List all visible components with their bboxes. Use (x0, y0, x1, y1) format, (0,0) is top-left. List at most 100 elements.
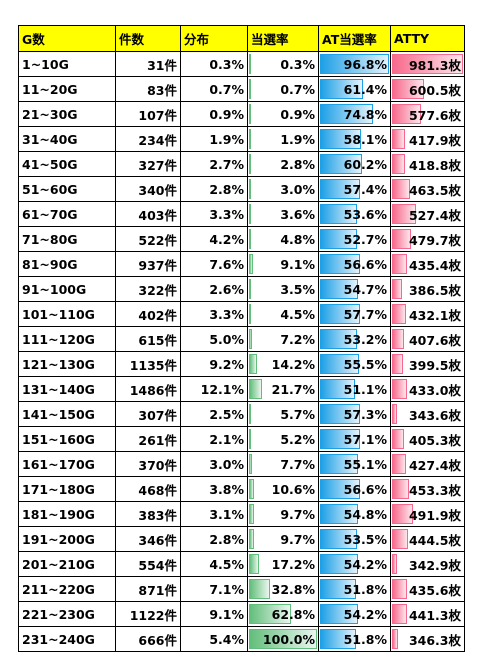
cell-text: 74.8% (343, 106, 387, 122)
cell: 491.9枚 (390, 501, 465, 527)
data-bar (320, 254, 360, 274)
cell-text: 386.5枚 (408, 282, 461, 298)
cell: 2.8% (247, 151, 319, 177)
data-bar (392, 454, 406, 474)
cell: 3.1% (180, 501, 248, 527)
data-bar (392, 254, 407, 274)
cell-text: 55.5% (343, 356, 387, 372)
data-row: 121~130G 1135件 9.2% 14.2% 55.5% 399.5枚 (18, 351, 465, 377)
cell-text: 600.5枚 (408, 82, 461, 98)
data-row: 111~120G 615件 5.0% 7.2% 53.2% 407.6枚 (18, 326, 465, 352)
data-bar (249, 354, 257, 374)
data-bar (320, 104, 373, 124)
data-bar (392, 204, 417, 224)
cell: 201~210G (18, 551, 116, 577)
cell-text: 62.8% (271, 606, 315, 622)
cell-text: 21.7% (271, 381, 315, 397)
cell-text: 51.1% (343, 381, 387, 397)
cell: 2.5% (180, 401, 248, 427)
data-bar (320, 554, 358, 574)
cell: 53.5% (318, 526, 391, 552)
data-bar (320, 629, 356, 649)
cell: 2.6% (180, 276, 248, 302)
cell: 191~200G (18, 526, 116, 552)
cell: 9.2% (180, 351, 248, 377)
cell-text: 491.9枚 (408, 507, 461, 523)
data-row: 51~60G 340件 2.8% 3.0% 57.4% 463.5枚 (18, 176, 465, 202)
data-row: 31~40G 234件 1.9% 1.9% 58.1% 417.9枚 (18, 126, 465, 152)
cell-text: 342.9枚 (408, 557, 461, 573)
cell: 9.1% (247, 251, 319, 277)
data-row: 171~180G 468件 3.8% 10.6% 56.6% 453.3枚 (18, 476, 465, 502)
cell: 81~90G (18, 251, 116, 277)
cell-text: 52.7% (343, 231, 387, 247)
data-bar (392, 304, 407, 324)
cell-text: 417.9枚 (408, 132, 461, 148)
cell-text: 53.2% (343, 331, 387, 347)
cell: 527.4枚 (390, 201, 465, 227)
cell: 62.8% (247, 601, 319, 627)
header-cell: 分布 (180, 25, 248, 52)
data-bar (249, 379, 263, 399)
data-bar (320, 504, 359, 524)
cell: 7.1% (180, 576, 248, 602)
cell: 14.2% (247, 351, 319, 377)
cell: 322件 (115, 276, 181, 302)
cell: 343.6枚 (390, 401, 465, 427)
cell: 554件 (115, 551, 181, 577)
data-bar (392, 329, 404, 349)
data-row: 71~80G 522件 4.2% 4.8% 52.7% 479.7枚 (18, 226, 465, 252)
data-bar (249, 279, 251, 299)
cell: 937件 (115, 251, 181, 277)
cell: 53.6% (318, 201, 391, 227)
data-bar (249, 104, 251, 124)
cell: 41~50G (18, 151, 116, 177)
cell-text: 418.8枚 (408, 157, 461, 173)
cell: 1486件 (115, 376, 181, 402)
data-bar (320, 529, 358, 549)
cell-text: 9.7% (280, 531, 315, 547)
data-bar (320, 579, 356, 599)
cell: 3.3% (180, 301, 248, 327)
cell: 417.9枚 (390, 126, 465, 152)
cell: 666件 (115, 626, 181, 652)
data-bar (392, 179, 410, 199)
data-row: 181~190G 383件 3.1% 9.7% 54.8% 491.9枚 (18, 501, 465, 527)
cell: 342.9枚 (390, 551, 465, 577)
header-row: G数 件数 分布 当選率 AT当選率 ATTY (18, 25, 465, 52)
cell: 1~10G (18, 51, 116, 77)
cell: 56.6% (318, 251, 391, 277)
cell: 231~240G (18, 626, 116, 652)
data-bar (249, 554, 260, 574)
cell: 307件 (115, 401, 181, 427)
data-bar (249, 429, 251, 449)
cell-text: 2.8% (280, 156, 315, 172)
cell: 121~130G (18, 351, 116, 377)
cell: 51.8% (318, 576, 391, 602)
data-row: 101~110G 402件 3.3% 4.5% 57.7% 432.1枚 (18, 301, 465, 327)
cell-text: 57.3% (343, 406, 387, 422)
cell-text: 577.6枚 (408, 107, 461, 123)
cell: 100.0% (247, 626, 319, 652)
cell-text: 399.5枚 (408, 357, 461, 373)
cell: 141~150G (18, 401, 116, 427)
cell-text: 433.0枚 (408, 382, 461, 398)
cell: 386.5枚 (390, 276, 465, 302)
cell: 32.8% (247, 576, 319, 602)
data-row: 161~170G 370件 3.0% 7.7% 55.1% 427.4枚 (18, 451, 465, 477)
cell: 54.2% (318, 601, 391, 627)
header-cell: G数 (18, 25, 116, 52)
data-bar (392, 104, 422, 124)
data-row: 91~100G 322件 2.6% 3.5% 54.7% 386.5枚 (18, 276, 465, 302)
cell: 340件 (115, 176, 181, 202)
header-cell: 件数 (115, 25, 181, 52)
cell: 83件 (115, 76, 181, 102)
data-bar (249, 129, 251, 149)
cell: 211~220G (18, 576, 116, 602)
cell-text: 57.1% (343, 431, 387, 447)
cell: 3.3% (180, 201, 248, 227)
data-bar (320, 604, 358, 624)
cell: 51.1% (318, 376, 391, 402)
cell: 346件 (115, 526, 181, 552)
